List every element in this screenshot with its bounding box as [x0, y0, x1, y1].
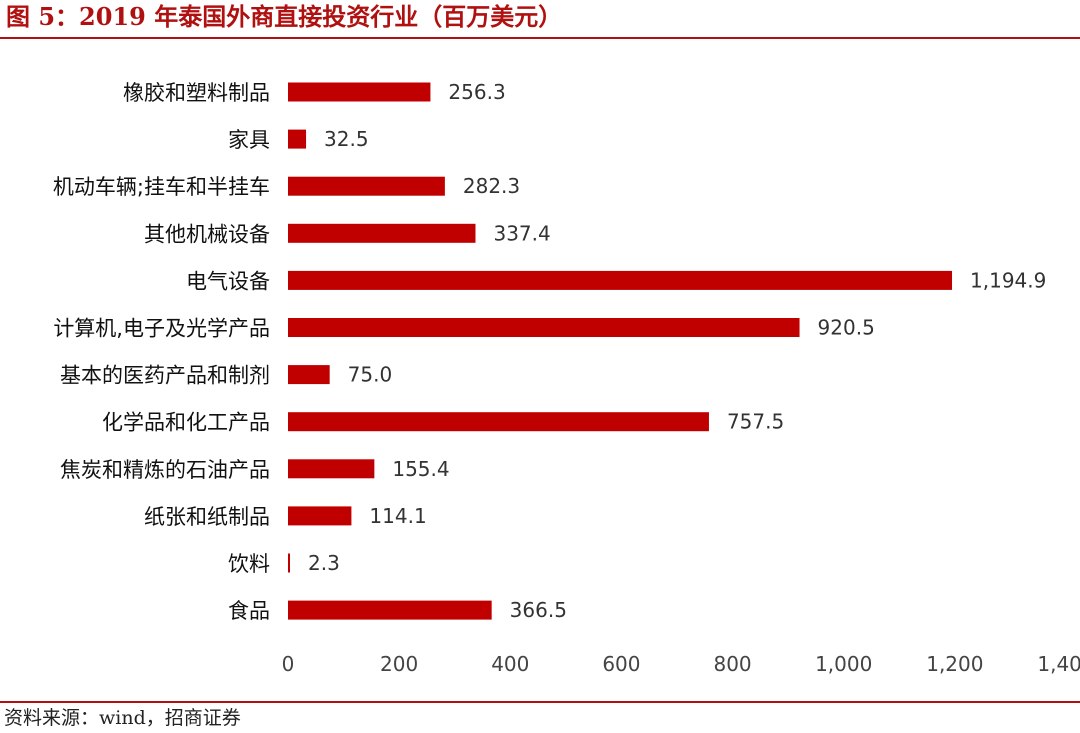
category-label: 焦炭和精炼的石油产品 — [60, 458, 270, 482]
chart-title: 图 5：2019 年泰国外商直接投资行业（百万美元） — [6, 2, 563, 31]
bar — [288, 459, 375, 479]
value-label: 1,194.9 — [970, 268, 1046, 292]
bar — [288, 412, 709, 432]
category-label: 电气设备 — [186, 269, 270, 293]
value-label: 2.3 — [308, 551, 340, 575]
x-tick-label: 400 — [491, 652, 529, 676]
bar — [288, 600, 492, 620]
category-label: 基本的医药产品和制剂 — [60, 364, 270, 388]
bar — [288, 129, 307, 149]
x-tick-label: 200 — [380, 652, 418, 676]
x-tick-label: 0 — [282, 652, 295, 676]
value-label: 337.4 — [493, 221, 550, 245]
bar — [288, 176, 445, 196]
value-label: 256.3 — [448, 80, 505, 104]
value-label: 757.5 — [727, 410, 784, 434]
value-label: 114.1 — [369, 504, 426, 528]
bar — [288, 318, 800, 337]
category-label: 橡胶和塑料制品 — [123, 81, 270, 105]
value-label: 920.5 — [818, 316, 875, 340]
x-tick-label: 600 — [602, 652, 640, 676]
bar — [288, 553, 290, 573]
category-label: 饮料 — [228, 552, 270, 576]
value-label: 282.3 — [463, 174, 520, 198]
bar — [288, 223, 476, 243]
bar — [288, 82, 431, 102]
category-label: 家具 — [228, 128, 270, 152]
x-tick-label: 1,400 — [1037, 652, 1080, 676]
bar — [288, 506, 352, 526]
category-label: 其他机械设备 — [144, 222, 270, 246]
bar — [288, 270, 953, 290]
category-label: 纸张和纸制品 — [144, 505, 270, 529]
value-label: 155.4 — [392, 457, 449, 481]
x-tick-label: 800 — [713, 652, 751, 676]
x-tick-label: 1,200 — [926, 652, 983, 676]
category-label: 计算机,电子及光学产品 — [53, 317, 270, 341]
category-label: 化学品和化工产品 — [102, 411, 270, 435]
source-divider — [0, 701, 1080, 703]
bar — [288, 365, 330, 385]
source-note: 资料来源：wind，招商证券 — [4, 707, 241, 729]
value-label: 32.5 — [324, 127, 369, 151]
category-label: 机动车辆;挂车和半挂车 — [53, 175, 270, 199]
value-label: 75.0 — [348, 363, 393, 387]
bar-chart: 橡胶和塑料制品家具机动车辆;挂车和半挂车其他机械设备电气设备计算机,电子及光学产… — [53, 80, 1080, 676]
title-divider — [0, 37, 1080, 39]
value-label: 366.5 — [510, 598, 567, 622]
x-tick-label: 1,000 — [815, 652, 872, 676]
category-label: 食品 — [228, 599, 270, 623]
